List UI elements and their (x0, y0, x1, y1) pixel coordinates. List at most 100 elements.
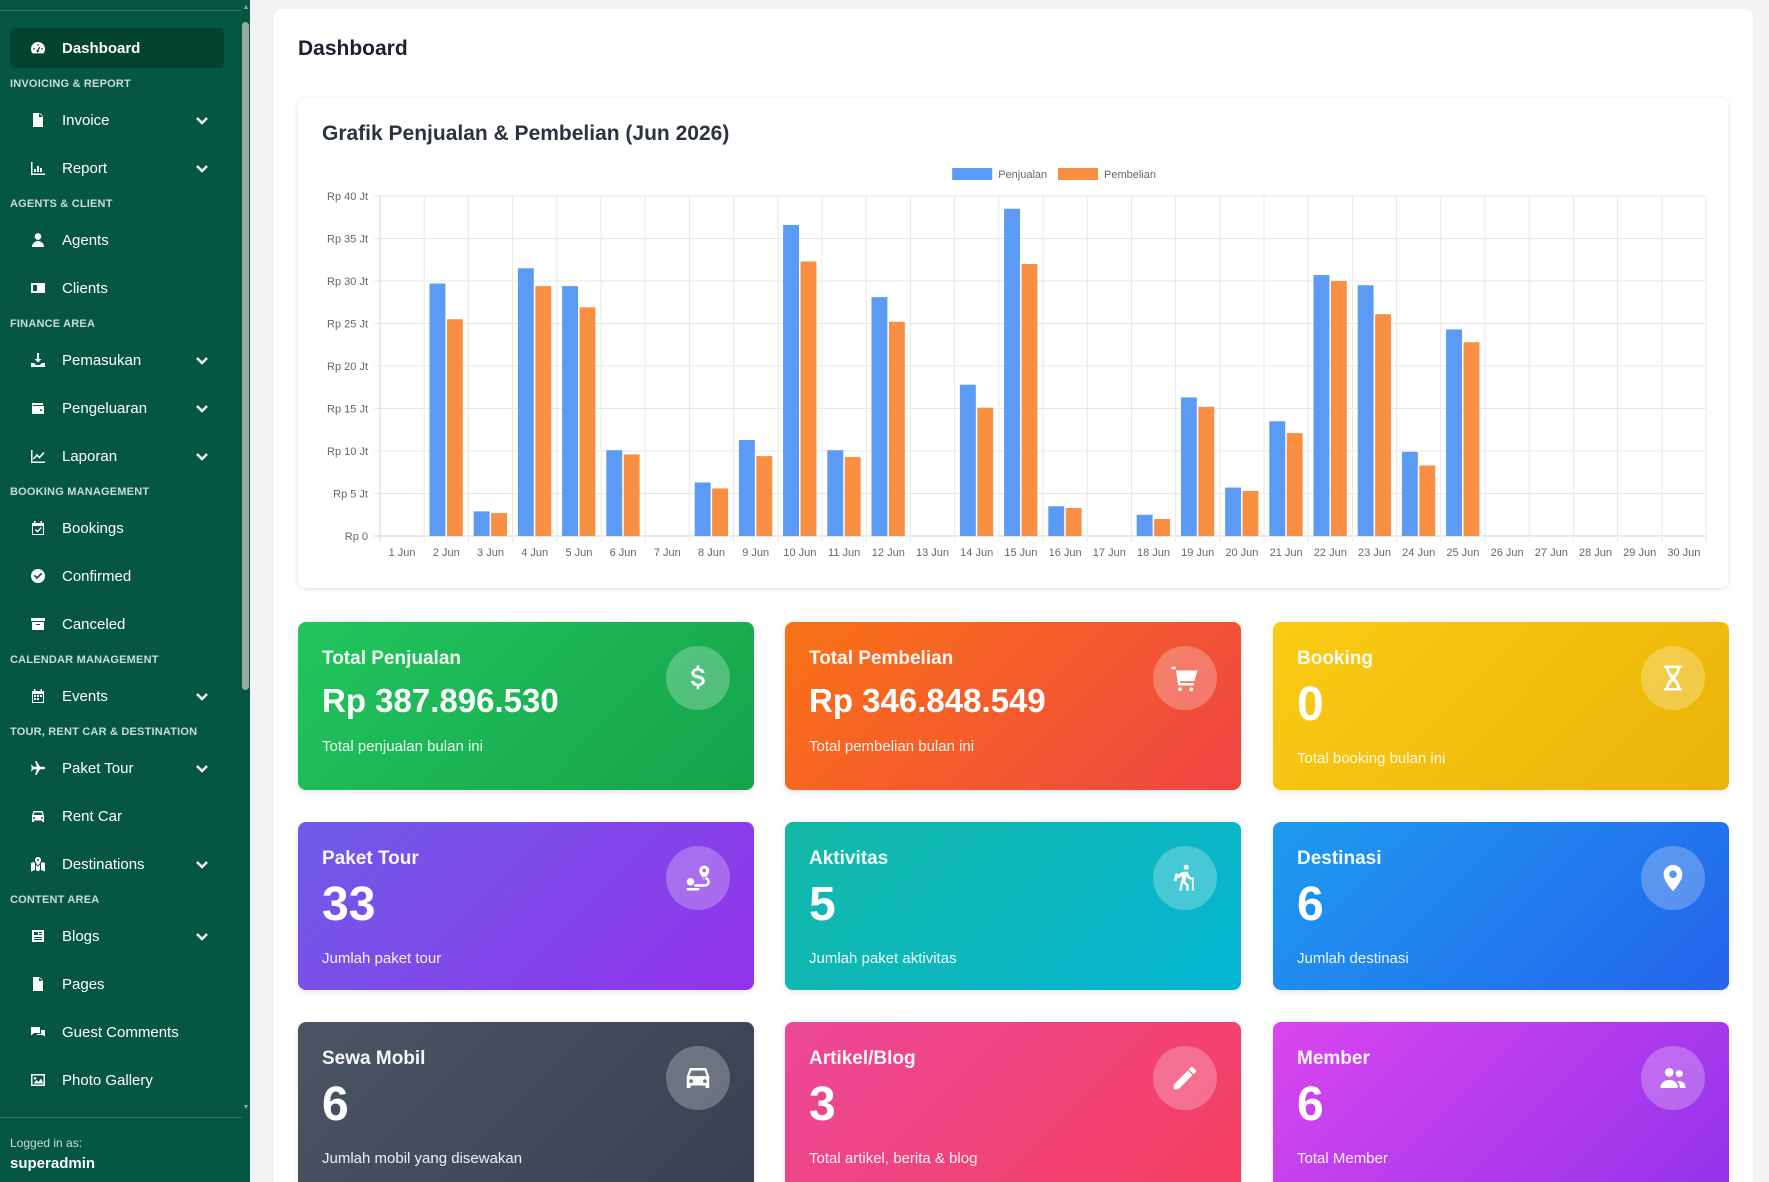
stat-card-destinasi[interactable]: Destinasi 6 Jumlah destinasi (1273, 822, 1729, 990)
bar-pembelian-6-jun[interactable] (623, 454, 640, 536)
chevron-down-icon[interactable] (194, 160, 210, 176)
sidebar-item-guest-comments[interactable]: Guest Comments (10, 1012, 224, 1052)
bar-pembelian-12-jun[interactable] (888, 321, 905, 536)
sidebar-item-blogs[interactable]: Blogs (10, 916, 224, 956)
legend-label-pembelian[interactable]: Pembelian (1104, 169, 1156, 181)
bar-pembelian-23-jun[interactable] (1375, 314, 1392, 536)
bar-penjualan-23-jun[interactable] (1357, 285, 1374, 536)
sidebar-item-clients[interactable]: Clients (10, 268, 224, 308)
sidebar-item-events[interactable]: Events (10, 676, 224, 716)
bar-pembelian-18-jun[interactable] (1154, 519, 1171, 536)
archive-icon (29, 615, 47, 633)
id-card-icon (29, 279, 47, 297)
bar-pembelian-20-jun[interactable] (1242, 490, 1259, 536)
bar-pembelian-2-jun[interactable] (446, 319, 463, 536)
bar-pembelian-5-jun[interactable] (579, 307, 596, 536)
chevron-down-icon[interactable] (194, 760, 210, 776)
sidebar-item-laporan[interactable]: Laporan (10, 436, 224, 476)
chevron-down-icon[interactable] (194, 352, 210, 368)
sidebar-item-canceled[interactable]: Canceled (10, 604, 224, 644)
sidebar-item-destinations[interactable]: Destinations (10, 844, 224, 884)
legend-swatch-penjualan[interactable] (952, 168, 993, 180)
chevron-down-icon[interactable] (194, 856, 210, 872)
chevron-down-icon[interactable] (194, 448, 210, 464)
bar-penjualan-21-jun[interactable] (1269, 421, 1286, 536)
x-tick-label: 24 Jun (1402, 547, 1435, 559)
stat-card-paket-tour[interactable]: Paket Tour 33 Jumlah paket tour (298, 822, 754, 990)
bar-penjualan-3-jun[interactable] (473, 511, 490, 536)
stat-description: Total penjualan bulan ini (322, 738, 483, 755)
bar-penjualan-20-jun[interactable] (1225, 487, 1242, 536)
legend-label-penjualan[interactable]: Penjualan (998, 169, 1047, 181)
bar-pembelian-16-jun[interactable] (1065, 507, 1082, 536)
bar-penjualan-9-jun[interactable] (738, 439, 755, 536)
bar-penjualan-18-jun[interactable] (1136, 514, 1153, 536)
chevron-down-icon[interactable] (194, 400, 210, 416)
sidebar-scrollbar-thumb[interactable] (242, 22, 249, 690)
bar-penjualan-2-jun[interactable] (429, 283, 446, 536)
bar-penjualan-14-jun[interactable] (959, 384, 976, 536)
bar-pembelian-3-jun[interactable] (491, 513, 508, 536)
stat-card-member[interactable]: Member 6 Total Member (1273, 1022, 1729, 1182)
sidebar-item-pengeluaran[interactable]: Pengeluaran (10, 388, 224, 428)
stat-card-aktivitas[interactable]: Aktivitas 5 Jumlah paket aktivitas (785, 822, 1241, 990)
sidebar-item-confirmed[interactable]: Confirmed (10, 556, 224, 596)
stat-card-artikel-blog[interactable]: Artikel/Blog 3 Total artikel, berita & b… (785, 1022, 1241, 1182)
bar-pembelian-24-jun[interactable] (1419, 465, 1436, 536)
stat-card-booking[interactable]: Booking 0 Total booking bulan ini (1273, 622, 1729, 790)
stat-value: 6 (322, 1078, 349, 1131)
sidebar-item-photo-gallery[interactable]: Photo Gallery (10, 1060, 224, 1100)
scroll-up-arrow-icon[interactable]: ▲ (242, 4, 250, 11)
legend-swatch-pembelian[interactable] (1058, 168, 1098, 180)
chevron-down-icon[interactable] (194, 688, 210, 704)
bar-pembelian-19-jun[interactable] (1198, 406, 1215, 536)
stat-description: Total Member (1297, 1150, 1388, 1167)
bar-penjualan-22-jun[interactable] (1313, 275, 1330, 536)
sidebar-item-rent-car[interactable]: Rent Car (10, 796, 224, 836)
bar-pembelian-8-jun[interactable] (712, 488, 729, 536)
chevron-down-icon[interactable] (194, 112, 210, 128)
chart-legend[interactable]: Penjualan Pembelian (952, 168, 1156, 181)
scroll-down-arrow-icon[interactable]: ▼ (242, 1104, 250, 1111)
bar-pembelian-14-jun[interactable] (977, 407, 994, 536)
sidebar-item-invoice[interactable]: Invoice (10, 100, 224, 140)
bar-pembelian-4-jun[interactable] (535, 286, 552, 536)
bar-penjualan-24-jun[interactable] (1401, 451, 1418, 536)
bar-pembelian-25-jun[interactable] (1463, 342, 1480, 536)
bar-pembelian-15-jun[interactable] (1021, 264, 1038, 536)
bar-penjualan-15-jun[interactable] (1004, 208, 1021, 536)
bar-penjualan-19-jun[interactable] (1180, 397, 1197, 536)
bar-penjualan-5-jun[interactable] (562, 286, 579, 536)
sidebar-item-label: Pages (62, 975, 105, 993)
bar-penjualan-10-jun[interactable] (783, 224, 800, 536)
chevron-down-icon[interactable] (194, 928, 210, 944)
bar-pembelian-21-jun[interactable] (1286, 433, 1303, 536)
sidebar-item-dashboard[interactable]: Dashboard (10, 28, 224, 68)
stat-card-total-pembelian[interactable]: Total Pembelian Rp 346.848.549 Total pem… (785, 622, 1241, 790)
bar-penjualan-4-jun[interactable] (517, 268, 534, 536)
x-tick-label: 26 Jun (1491, 547, 1524, 559)
sidebar-item-label: Events (62, 687, 108, 705)
sidebar-item-report[interactable]: Report (10, 148, 224, 188)
bar-penjualan-8-jun[interactable] (694, 482, 711, 536)
bar-penjualan-11-jun[interactable] (827, 450, 844, 536)
chart-labels: Rp 0 Rp 5 Jt Rp 10 Jt Rp 15 Jt Rp 20 Jt Rp 25… (327, 191, 1700, 559)
sidebar-item-label: Agents (62, 231, 109, 249)
bar-pembelian-10-jun[interactable] (800, 261, 817, 536)
bar-penjualan-12-jun[interactable] (871, 297, 888, 536)
sidebar-item-bookings[interactable]: Bookings (10, 508, 224, 548)
bar-penjualan-16-jun[interactable] (1048, 506, 1065, 536)
sidebar-item-agents[interactable]: Agents (10, 220, 224, 260)
sidebar-item-paket-tour[interactable]: Paket Tour (10, 748, 224, 788)
bar-penjualan-6-jun[interactable] (606, 450, 623, 536)
bar-penjualan-25-jun[interactable] (1446, 329, 1463, 536)
bar-pembelian-11-jun[interactable] (844, 456, 861, 536)
stat-card-total-penjualan[interactable]: Total Penjualan Rp 387.896.530 Total pen… (298, 622, 754, 790)
x-tick-label: 10 Jun (783, 547, 816, 559)
bar-pembelian-9-jun[interactable] (756, 456, 773, 536)
stat-card-sewa-mobil[interactable]: Sewa Mobil 6 Jumlah mobil yang disewakan (298, 1022, 754, 1182)
sidebar-footer-divider (0, 1117, 242, 1118)
bar-pembelian-22-jun[interactable] (1330, 281, 1347, 536)
sidebar-item-pages[interactable]: Pages (10, 964, 224, 1004)
sidebar-item-pemasukan[interactable]: Pemasukan (10, 340, 224, 380)
